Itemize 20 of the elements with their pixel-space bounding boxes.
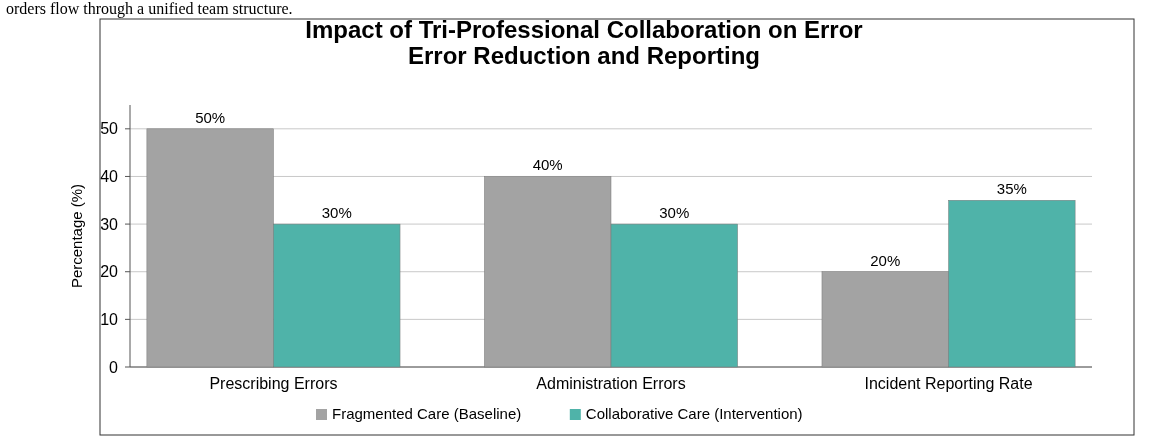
- y-tick-label: 10: [100, 310, 119, 328]
- y-tick-label: 50: [100, 120, 119, 138]
- y-tick-label: 40: [100, 168, 119, 186]
- data-label: 40%: [532, 156, 563, 174]
- y-tick-label: 0: [109, 358, 119, 376]
- chart-title: Impact of Tri-Professional Collaboration on Error Error Reduction and Reporting: [305, 16, 863, 69]
- y-axis-title: Percentage (%): [68, 183, 85, 289]
- y-tick-label: 30: [100, 215, 119, 233]
- data-label: 30%: [659, 204, 690, 222]
- legend-label: Fragmented Care (Baseline): [332, 405, 522, 422]
- data-label: 20%: [870, 251, 901, 269]
- x-tick-label: Prescribing Errors: [209, 375, 338, 392]
- x-tick-label: Administration Errors: [536, 375, 686, 392]
- x-tick-label: Incident Reporting Rate: [864, 375, 1033, 392]
- data-label: 50%: [195, 108, 226, 126]
- data-label: 35%: [996, 180, 1027, 198]
- y-tick-label: 20: [100, 263, 119, 281]
- text: orders flow through a unified team structure.: [6, 0, 293, 18]
- legend-label: Collaborative Care (Intervention): [585, 405, 803, 422]
- data-label: 30%: [321, 204, 352, 222]
